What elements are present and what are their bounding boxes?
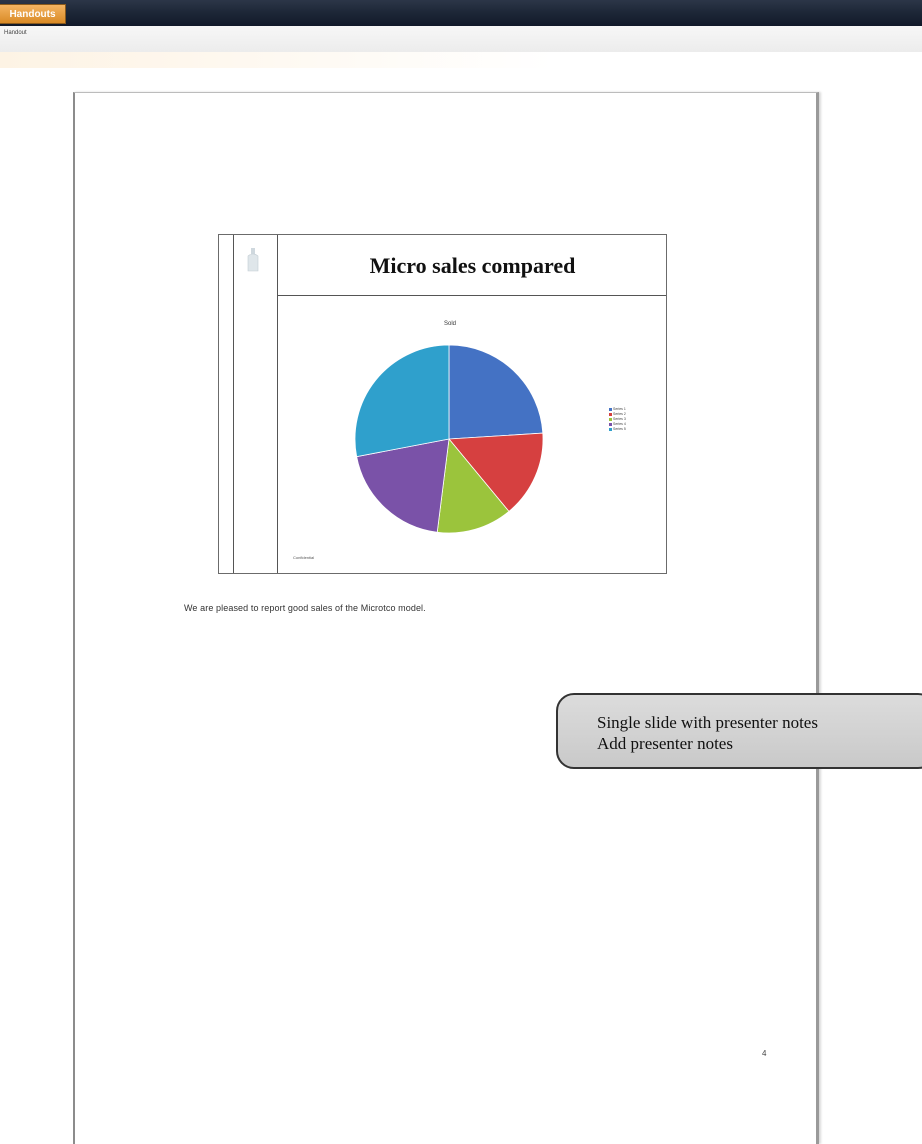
ribbon-highlight [0, 52, 922, 68]
pie-chart [354, 344, 544, 534]
pie-slice-5 [354, 344, 450, 458]
slide-thumbnail[interactable]: Micro sales compared Sold Series 1 Series… [218, 234, 667, 574]
legend-item: Series 3 [609, 417, 626, 422]
legend-swatch [609, 418, 612, 421]
title-bar: Handouts [0, 0, 922, 26]
legend-swatch [609, 428, 612, 431]
callout-line-2: Add presenter notes [597, 734, 733, 753]
slide-divider-rule [277, 235, 278, 573]
ribbon-tab-label[interactable]: Handout [4, 30, 27, 36]
legend-label: Series 2 [613, 412, 626, 416]
bottle-icon [247, 248, 259, 272]
legend-swatch [609, 423, 612, 426]
legend-item: Series 2 [609, 412, 626, 417]
slide-title: Micro sales compared [369, 253, 576, 278]
legend-swatch [609, 413, 612, 416]
pie-slice-4 [356, 438, 450, 533]
chart-legend: Series 1 Series 2 Series 3 Series 4 Series 5 [609, 407, 626, 432]
ribbon-strip: Handout [0, 26, 922, 53]
legend-label: Series 5 [613, 427, 626, 431]
legend-label: Series 1 [613, 407, 626, 411]
legend-item: Series 4 [609, 422, 626, 427]
legend-label: Series 4 [613, 422, 626, 426]
chart-title: Sold [444, 321, 457, 327]
legend-item: Series 1 [609, 407, 626, 412]
slide-left-rule [233, 235, 234, 573]
legend-label: Series 3 [613, 417, 626, 421]
annotation-callout [556, 693, 922, 769]
slide-footer-note: Confidential [293, 555, 315, 560]
callout-text: Single slide with presenter notes Add pr… [597, 712, 818, 754]
page-number: 4 [762, 1049, 767, 1058]
app-tab[interactable]: Handouts [0, 4, 66, 24]
pie-slice-1 [448, 344, 544, 440]
callout-line-1: Single slide with presenter notes [597, 713, 818, 732]
presenter-notes[interactable]: We are pleased to report good sales of t… [184, 603, 426, 613]
legend-swatch [609, 408, 612, 411]
pie-slice-2 [448, 432, 544, 512]
pie-slice-3 [436, 438, 510, 534]
legend-item: Series 5 [609, 427, 626, 432]
slide-title-rule [277, 295, 666, 296]
